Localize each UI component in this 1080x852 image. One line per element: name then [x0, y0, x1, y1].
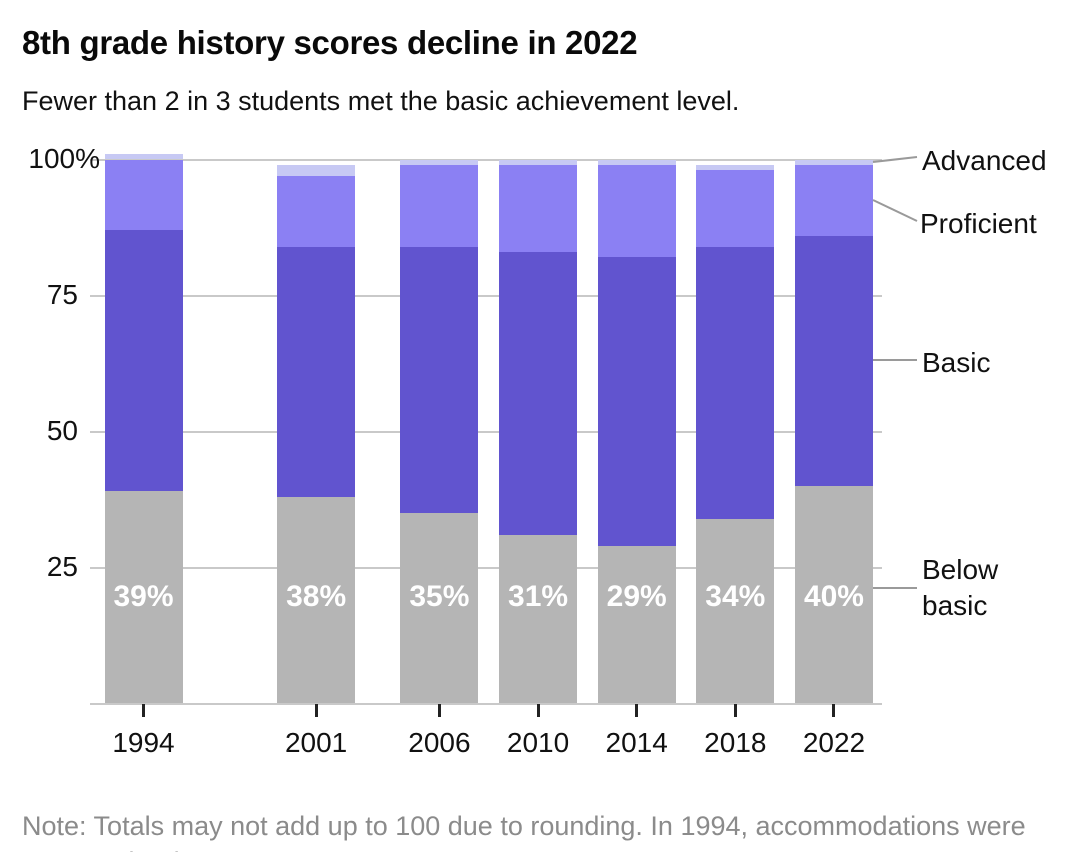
- gridline-50: [90, 430, 882, 433]
- bar-segment-2001-proficient: [277, 175, 356, 247]
- chart-title: 8th grade history scores decline in 2022: [22, 24, 638, 61]
- bar-segment-1994-basic: [104, 230, 183, 492]
- x-tick-2010: [536, 703, 540, 717]
- gridline-75: [90, 294, 882, 297]
- bar-segment-2014-advanced: [597, 159, 676, 165]
- bar-segment-2018-advanced: [696, 164, 775, 171]
- bar-segment-2006-below-basic: [400, 513, 479, 704]
- x-tick-2022: [832, 703, 836, 717]
- bar-segment-2006-basic: [400, 246, 479, 514]
- bar-value-label-2022: 40%: [803, 580, 864, 613]
- bar-segment-2001-below-basic: [277, 496, 356, 704]
- bar-segment-1994-advanced: [104, 154, 183, 160]
- x-axis-label-2022: 2022: [802, 727, 866, 758]
- x-tick-2018: [733, 703, 737, 717]
- x-axis-label-2018: 2018: [704, 727, 767, 758]
- footnote: Note: Totals may not add up to 100 due t…: [22, 811, 1026, 852]
- x-axis-line: [90, 702, 882, 705]
- bar-segment-2022-basic: [794, 235, 873, 486]
- bar-segment-2014-below-basic: [597, 545, 676, 704]
- bar-segment-2022-advanced: [794, 159, 873, 165]
- bar-value-label-2010: 31%: [508, 580, 569, 613]
- bar-value-label-2018: 34%: [705, 580, 766, 613]
- bar-segment-2001-advanced: [277, 164, 356, 176]
- chart-subtitle: Fewer than 2 in 3 students met the basic…: [22, 86, 740, 116]
- x-axis-label-2006: 2006: [408, 727, 471, 758]
- gridline-100: [90, 158, 882, 161]
- bar-segment-2010-proficient: [499, 164, 578, 252]
- legend-label-basic: Basic: [922, 347, 991, 378]
- x-axis-label-2001: 2001: [284, 727, 348, 758]
- y-axis-label-100: 100%: [28, 142, 100, 174]
- x-axis-label-2014: 2014: [605, 727, 668, 758]
- x-tick-2001: [314, 703, 318, 717]
- gridline-25: [90, 566, 882, 569]
- x-tick-2006: [437, 703, 441, 717]
- bar-segment-2022-proficient: [794, 164, 873, 236]
- y-axis-label-25: 25: [46, 550, 78, 582]
- bar-segment-2010-advanced: [499, 159, 578, 165]
- bar-value-label-2014: 29%: [606, 580, 667, 613]
- legend-label-proficient: Proficient: [920, 208, 1037, 239]
- bar-segment-2006-proficient: [400, 164, 479, 247]
- y-axis-label-75: 75: [46, 278, 78, 310]
- bar-segment-2014-basic: [597, 257, 676, 546]
- x-tick-1994: [142, 703, 145, 717]
- bar-segment-2006-advanced: [400, 159, 479, 165]
- legend-label-below-basic: Below basic: [922, 554, 999, 621]
- x-axis-label-1994: 1994: [112, 727, 175, 758]
- legend-label-advanced: Advanced: [922, 145, 1047, 176]
- bar-value-label-2001: 38%: [286, 580, 347, 613]
- bar-segment-2010-basic: [499, 251, 578, 535]
- x-tick-2014: [635, 703, 639, 717]
- bar-segment-1994-below-basic: [104, 491, 183, 704]
- bar-segment-2010-below-basic: [499, 534, 578, 704]
- bar-segment-2018-basic: [696, 246, 775, 519]
- bar-segment-2018-below-basic: [696, 518, 775, 704]
- bar-segment-2001-basic: [277, 246, 356, 497]
- bar-segment-2022-below-basic: [794, 485, 873, 704]
- bar-value-label-1994: 39%: [113, 580, 174, 613]
- y-axis-label-50: 50: [46, 414, 78, 446]
- bar-value-label-2006: 35%: [409, 580, 470, 613]
- x-axis-label-2010: 2010: [506, 727, 570, 758]
- bar-segment-2014-proficient: [597, 164, 676, 258]
- bar-segment-1994-proficient: [104, 159, 183, 231]
- bar-segment-2018-proficient: [696, 170, 775, 247]
